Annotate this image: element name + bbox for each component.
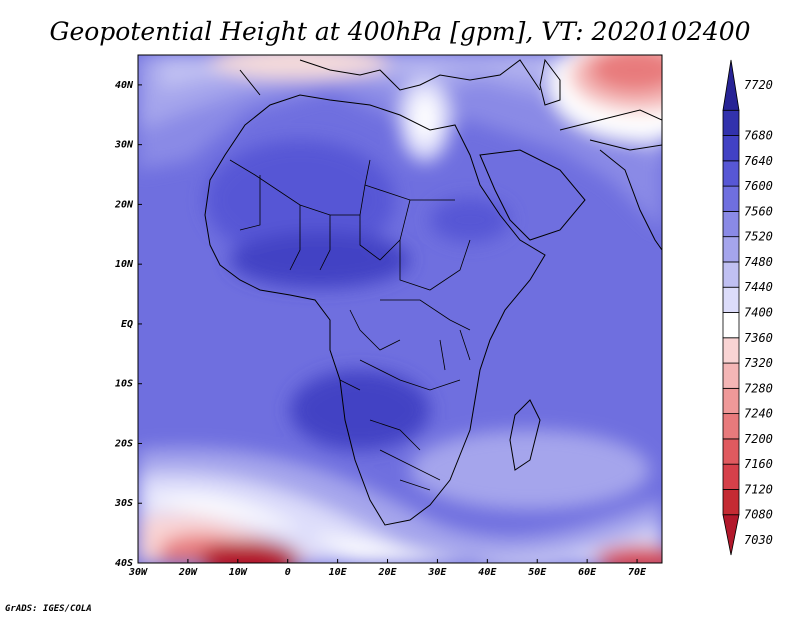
colorbar-label: 7280 (744, 381, 773, 395)
x-tick-label: 10E (329, 567, 348, 578)
x-tick-label: 20W (178, 567, 198, 578)
colorbar-label: 7120 (744, 482, 773, 496)
colorbar-swatch (722, 312, 740, 339)
arabian-peninsula (479, 149, 586, 241)
colorbar-swatch (722, 210, 740, 238)
sw-low-core (200, 540, 300, 563)
colorbar-label: 7160 (744, 457, 773, 471)
colorbar-swatch (722, 489, 740, 516)
map-frame (137, 54, 663, 564)
colorbar-swatch (722, 413, 740, 440)
north-ridge-zone (138, 55, 662, 230)
y-tick-label: 10N (115, 259, 134, 270)
colorbar-label: 7720 (744, 78, 773, 92)
y-tick-label: 20S (114, 438, 133, 449)
y-tick-label: 10S (115, 379, 133, 390)
colorbar-label: 7030 (744, 533, 773, 547)
y-tick-label: 30S (114, 498, 133, 509)
colorbar-swatch (722, 185, 740, 212)
nw-light (210, 55, 390, 80)
x-tick-label: 0 (285, 567, 291, 578)
colorbar-swatch (722, 261, 740, 288)
colorbar-swatch (722, 362, 740, 389)
south-band-3 (138, 494, 662, 563)
colorbar-swatch (722, 109, 740, 136)
colorbar-label: 7600 (744, 179, 773, 193)
colorbar-label: 7640 (744, 154, 773, 168)
colorbar-label: 7480 (744, 255, 773, 269)
colorbar-swatch (722, 463, 740, 490)
colorbar-max-arrow (722, 59, 740, 111)
colorbar-label: 7240 (744, 407, 773, 421)
north-pale-zone (160, 55, 662, 110)
colorbar-label: 7360 (744, 331, 773, 345)
india-coast (599, 149, 662, 251)
se-low-core (595, 546, 662, 563)
colorbar-label: 7080 (744, 508, 773, 522)
y-tick-label: EQ (121, 319, 133, 330)
indian-ocean-light (410, 430, 650, 510)
colorbar-swatch (722, 236, 740, 263)
madagascar (509, 399, 541, 471)
africa-coastline (204, 94, 546, 526)
coastlines (204, 58, 662, 526)
ne-low-core (590, 55, 662, 92)
caspian-area (539, 58, 561, 106)
height-field (138, 55, 662, 563)
y-tick-label: 20N (114, 199, 134, 210)
y-tick-label: 40N (115, 80, 134, 91)
colorbar-swatch (722, 387, 740, 415)
colorbar-label: 7440 (744, 280, 773, 294)
colorbar-swatch (722, 286, 740, 313)
y-tick-label: 40S (115, 558, 133, 569)
x-tick-label: 20E (377, 567, 397, 578)
y-tick-label: 30N (114, 140, 134, 151)
x-axis-ticks: 30W 20W 10W 0 10E 20E 30E 40E 50E 60E 70E (128, 559, 647, 578)
borders (229, 159, 471, 491)
colorbar: 7030 7080 7120 7160 7200 7240 7280 7320 7360 7400… (722, 59, 773, 556)
x-tick-label: 70E (628, 567, 647, 578)
colorbar-label: 7400 (744, 306, 773, 320)
colorbar-swatch (722, 135, 740, 162)
x-tick-label: 40E (478, 567, 497, 578)
sahel-high (230, 232, 410, 288)
x-tick-label: 30E (427, 567, 447, 578)
colorbar-swatch (722, 160, 740, 187)
colorbar-label: 7560 (744, 204, 773, 218)
colorbar-label: 7320 (744, 356, 773, 370)
sahara-high (205, 140, 395, 260)
x-tick-label: 60E (578, 567, 597, 578)
colorbar-label: 7680 (744, 129, 773, 143)
colorbar-label: 7520 (744, 230, 773, 244)
north-light-zone (138, 55, 662, 160)
colorbar-min-arrow (722, 514, 740, 556)
chart-title: Geopotential Height at 400hPa [gpm], VT:… (49, 17, 750, 46)
colorbar-swatch (722, 337, 740, 364)
persian-gulf (559, 109, 662, 151)
x-tick-label: 50E (528, 567, 547, 578)
grads-credit: GrADS: IGES/COLA (5, 604, 92, 614)
south-africa-high (290, 370, 430, 450)
x-tick-label: 10W (229, 567, 248, 578)
colorbar-label: 7200 (744, 432, 773, 446)
sudan-high (430, 198, 510, 242)
med-trough-core (412, 94, 438, 142)
mediterranean-north (239, 59, 541, 96)
x-tick-label: 30W (128, 567, 148, 578)
colorbar-swatch (722, 438, 740, 465)
y-axis-ticks: 40N 30N 20N 10N EQ 10S 20S 30S 40S (114, 80, 142, 569)
